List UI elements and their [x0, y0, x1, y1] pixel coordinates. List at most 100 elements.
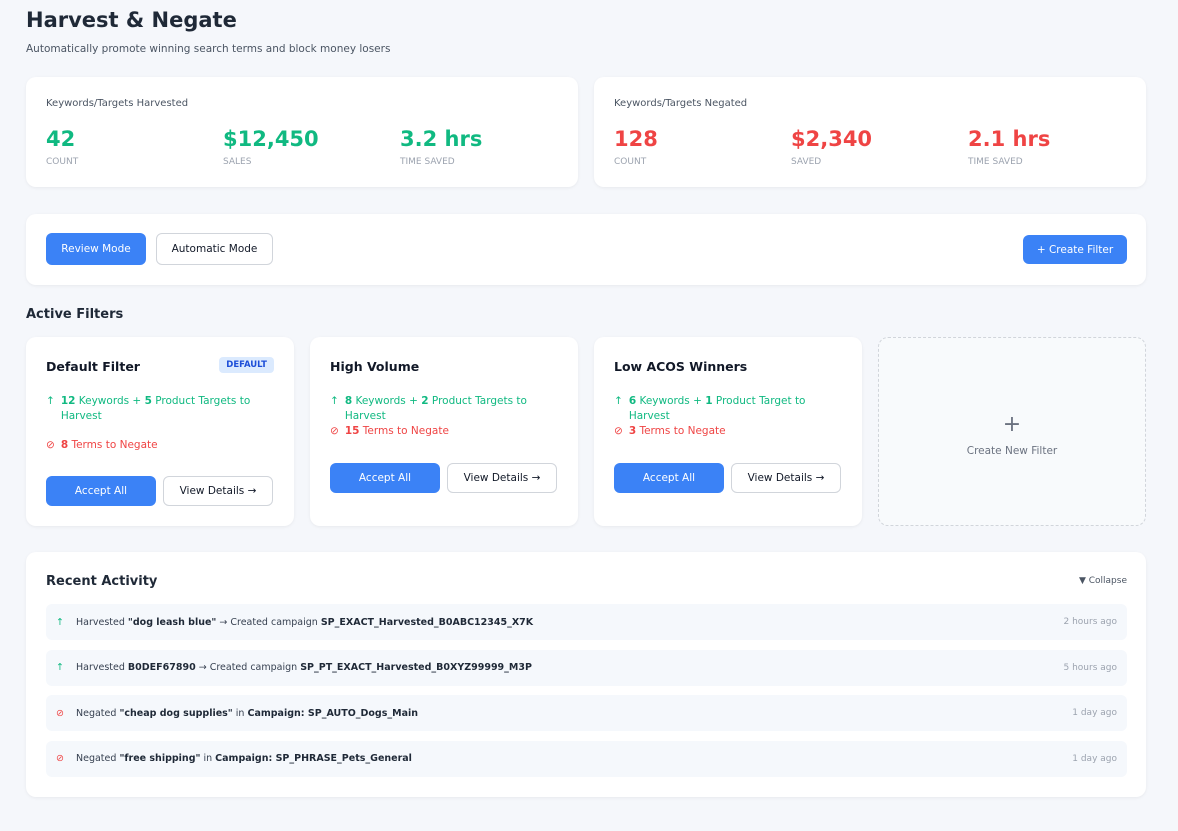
- block-icon: ⊘: [614, 425, 623, 437]
- filter-card: Default Filter DEFAULT ↑ 12 Keywords + 5 Pr…: [26, 337, 294, 526]
- text-segment: 5: [144, 395, 152, 407]
- negated-stat: $2,340 SAVED: [791, 127, 872, 167]
- create-filter-button[interactable]: + Create Filter: [1023, 235, 1127, 264]
- collapse-button[interactable]: ▼ Collapse: [1078, 576, 1127, 586]
- text-segment: Terms to Negate: [68, 439, 158, 451]
- view-details-button[interactable]: View Details →: [163, 476, 273, 506]
- harvested-stat: $12,450 SALES: [223, 127, 319, 167]
- page-subtitle: Automatically promote winning search ter…: [26, 43, 391, 55]
- stat-value: $12,450: [223, 127, 319, 151]
- filter-name: Default Filter: [46, 359, 140, 374]
- text-segment: Campaign: SP_PHRASE_Pets_General: [215, 753, 412, 764]
- text-segment: "free shipping": [119, 753, 201, 764]
- view-details-button[interactable]: View Details →: [447, 463, 557, 493]
- text-segment: 6: [628, 395, 637, 407]
- harvested-title: Keywords/Targets Harvested: [46, 98, 189, 109]
- text-segment: SP_PT_EXACT_Harvested_B0XYZ99999_M3P: [300, 662, 532, 673]
- activity-text: Harvested "dog leash blue" → Created cam…: [76, 617, 533, 628]
- text-segment: B0DEF67890: [127, 662, 196, 673]
- text-segment: Harvested: [76, 616, 128, 628]
- activity-text: Harvested B0DEF67890 → Created campaign …: [76, 662, 532, 673]
- negate-summary: ⊘ 8 Terms to Negate: [46, 438, 276, 453]
- text-segment: 1: [705, 395, 713, 407]
- block-icon: ⊘: [56, 753, 64, 764]
- activity-time: 1 day ago: [1072, 708, 1117, 718]
- text-segment: in: [200, 753, 216, 764]
- automatic-mode-button[interactable]: Automatic Mode: [156, 233, 273, 265]
- stat-value: 3.2 hrs: [400, 127, 483, 151]
- activity-time: 5 hours ago: [1063, 662, 1118, 673]
- stat-value: 128: [614, 127, 658, 151]
- activity-text: Negated "free shipping" in Campaign: SP_…: [76, 753, 412, 764]
- view-details-button[interactable]: View Details →: [731, 463, 841, 493]
- activity-row: ↑ Harvested "dog leash blue" → Created ca…: [46, 604, 1127, 640]
- filter-card: High Volume ↑ 8 Keywords + 2 Product Targe…: [310, 337, 578, 526]
- text-segment: → Created campaign: [195, 662, 301, 673]
- text-segment: Keywords +: [75, 395, 145, 407]
- negated-title: Keywords/Targets Negated: [614, 98, 748, 109]
- filter-name: High Volume: [330, 359, 420, 374]
- text-segment: 15: [344, 425, 360, 437]
- negated-stat: 2.1 hrs TIME SAVED: [968, 127, 1050, 167]
- stat-label: TIME SAVED: [968, 157, 1023, 167]
- text-segment: Keywords +: [636, 395, 706, 407]
- text-segment: Keywords +: [352, 395, 422, 407]
- stat-value: 2.1 hrs: [968, 127, 1051, 151]
- harvest-text: 12 Keywords + 5 Product Targets to Harve…: [61, 394, 276, 424]
- stat-label: COUNT: [614, 157, 647, 167]
- activity-time: 2 hours ago: [1063, 617, 1118, 627]
- harvest-text: 8 Keywords + 2 Product Targets to Harves…: [345, 394, 560, 424]
- stat-value: $2,340: [791, 127, 873, 151]
- arrow-up-icon: ↑: [56, 616, 64, 628]
- arrow-up-icon: ↑: [330, 395, 339, 407]
- text-segment: Negated: [76, 753, 120, 764]
- negate-summary: ⊘ 15 Terms to Negate: [330, 424, 560, 439]
- text-segment: 2: [421, 395, 429, 407]
- arrow-up-icon: ↑: [56, 662, 64, 673]
- text-segment: Negated: [76, 707, 120, 719]
- recent-activity-title: Recent Activity: [46, 574, 158, 589]
- text-segment: Campaign: SP_AUTO_Dogs_Main: [247, 707, 419, 719]
- text-segment: Product Targets to Harvest: [344, 395, 527, 422]
- filter-name: Low ACOS Winners: [614, 359, 748, 374]
- create-new-filter-label: Create New Filter: [966, 445, 1058, 457]
- accept-all-button[interactable]: Accept All: [614, 463, 724, 493]
- stat-label: SAVED: [791, 157, 822, 167]
- create-new-filter-card[interactable]: + Create New Filter: [878, 337, 1146, 526]
- text-segment: Terms to Negate: [636, 425, 726, 437]
- activity-row: ⊘ Negated "free shipping" in Campaign: SP…: [46, 740, 1127, 777]
- accept-all-button[interactable]: Accept All: [330, 463, 440, 493]
- accept-all-button[interactable]: Accept All: [46, 476, 156, 506]
- review-mode-button[interactable]: Review Mode: [46, 233, 146, 265]
- text-segment: Product Targets to Harvest: [60, 395, 251, 422]
- filter-card: Low ACOS Winners ↑ 6 Keywords + 1 Product …: [594, 337, 862, 526]
- text-segment: "cheap dog supplies": [119, 707, 233, 719]
- harvest-text: 6 Keywords + 1 Product Target to Harvest: [629, 394, 844, 424]
- negate-summary: ⊘ 3 Terms to Negate: [614, 424, 844, 439]
- harvested-stat: 42 COUNT: [46, 127, 78, 167]
- text-segment: in: [232, 707, 248, 719]
- default-badge: DEFAULT: [219, 357, 274, 373]
- text-segment: Terms to Negate: [359, 425, 449, 437]
- mode-bar: Review Mode Automatic Mode + Create Filt…: [26, 214, 1146, 285]
- activity-row: ↑ Harvested B0DEF67890 → Created campaign…: [46, 649, 1127, 686]
- recent-activity-card: Recent Activity ▼ Collapse ↑ Harvested "d…: [26, 552, 1146, 797]
- harvest-summary: ↑ 6 Keywords + 1 Product Target to Harves…: [614, 394, 844, 424]
- text-segment: → Created campaign: [216, 616, 321, 628]
- block-icon: ⊘: [56, 707, 64, 719]
- stat-label: SALES: [223, 157, 252, 167]
- block-icon: ⊘: [46, 439, 55, 451]
- page-title: Harvest & Negate: [26, 8, 237, 32]
- text-segment: 8: [60, 439, 69, 451]
- harvest-summary: ↑ 12 Keywords + 5 Product Targets to Harv…: [46, 394, 276, 424]
- activity-row: ⊘ Negated "cheap dog supplies" in Campaig…: [46, 695, 1127, 731]
- harvest-summary: ↑ 8 Keywords + 2 Product Targets to Harve…: [330, 394, 560, 424]
- block-icon: ⊘: [330, 425, 339, 437]
- text-segment: Product Target to Harvest: [628, 395, 806, 422]
- harvested-stat: 3.2 hrs TIME SAVED: [400, 127, 482, 167]
- text-segment: SP_EXACT_Harvested_B0ABC12345_X7K: [320, 616, 534, 628]
- stat-label: COUNT: [46, 157, 79, 167]
- activity-time: 1 day ago: [1072, 753, 1117, 764]
- negate-text: 3 Terms to Negate: [629, 424, 726, 439]
- negated-summary-card: Keywords/Targets Negated 128 COUNT $2,340 S…: [594, 77, 1146, 187]
